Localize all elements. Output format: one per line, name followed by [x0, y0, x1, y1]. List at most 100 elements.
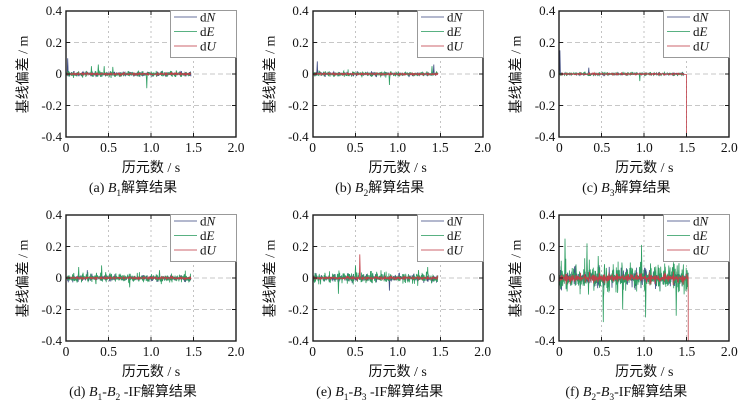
caption-text: (b) [335, 181, 355, 196]
caption-subscript: 3 [609, 392, 615, 403]
legend-label-dN: dN [447, 214, 464, 229]
legend-label-dN: dN [200, 214, 217, 229]
series-lines [66, 58, 192, 89]
x-tick-label: 2.0 [720, 140, 738, 155]
x-tick-label: 1.5 [678, 344, 696, 359]
subplot-f: 基线偏差 / m dN dE dU 历元数 / s (f) B2-B3-IF解算结果… [493, 204, 740, 408]
caption-text: (a) [88, 181, 108, 196]
legend-label-dU: dU [200, 39, 218, 54]
caption-text: -IF解算结果 [120, 385, 197, 400]
series-lines [312, 61, 438, 86]
y-tick-label: 0 [548, 270, 556, 285]
series-dU-line [66, 71, 192, 77]
y-tick-label: -0.4 [534, 129, 556, 144]
caption-text: B [106, 385, 116, 400]
caption-text: - [348, 385, 354, 400]
caption-subscript: 1 [97, 392, 103, 403]
legend-label-dE: dE [693, 24, 708, 39]
x-tick-label: 0 [62, 140, 70, 155]
y-tick-label: 0 [302, 66, 309, 81]
y-tick-label: 0.4 [292, 207, 309, 222]
legend-label-dU: dU [693, 243, 711, 258]
y-tick-label: -0.2 [288, 97, 309, 113]
x-tick-label: 1.0 [389, 344, 407, 359]
caption-text: B [88, 385, 98, 400]
series-dE-line [312, 265, 438, 294]
x-tick-label: 2.0 [474, 344, 492, 359]
y-tick-label: -0.4 [288, 129, 309, 144]
y-tick-label: 0 [548, 66, 556, 81]
y-tick-label: 0 [55, 66, 63, 81]
x-tick-label: 1.5 [678, 140, 696, 155]
caption-text: 解算结果 [121, 181, 178, 196]
series-dE-line [66, 64, 192, 89]
y-tick-label: 0.4 [539, 207, 556, 222]
x-tick-label: 1.0 [635, 140, 653, 155]
y-tick-label: 0.4 [292, 3, 309, 18]
x-axis-label: 历元数 / s [615, 365, 674, 380]
caption-subscript: 3 [361, 392, 367, 403]
caption-a: (a) B1解算结果 [30, 177, 236, 199]
x-tick-label: 0 [555, 344, 563, 359]
legend-label-dU: dU [693, 39, 711, 54]
legend-label-dN: dN [200, 10, 217, 25]
caption-text: (c) [582, 181, 602, 196]
series-dU-line [66, 275, 192, 281]
y-tick-label: -0.2 [288, 301, 309, 317]
caption-text: 解算结果 [614, 181, 671, 196]
x-tick-label: 0 [309, 140, 317, 155]
caption-text: B [601, 181, 610, 196]
y-tick-label: 0.2 [539, 34, 556, 50]
y-tick-label: 0.2 [292, 238, 309, 254]
legend-label-dE: dE [693, 228, 708, 243]
caption-subscript: 2 [115, 392, 121, 403]
x-tick-label: 1.5 [185, 140, 202, 155]
series-dU-line [559, 71, 688, 137]
caption-text: B [107, 181, 117, 196]
caption-c: (c) B3解算结果 [523, 177, 729, 199]
caption-text: B [582, 385, 592, 400]
y-tick-label: 0.2 [292, 34, 309, 50]
caption-text: B [353, 385, 362, 400]
series-dE-line [312, 66, 438, 86]
series-dU-line [312, 254, 438, 282]
caption-text: -IF解算结果 [614, 385, 688, 400]
x-axis-label: 历元数 / s [368, 365, 427, 380]
y-tick-label: -0.4 [534, 333, 556, 348]
y-tick-label: -0.4 [41, 333, 62, 348]
caption-text: B [335, 385, 344, 400]
x-tick-label: 1.5 [431, 140, 449, 155]
x-tick-label: 0 [62, 344, 70, 359]
x-tick-label: 2.0 [227, 140, 245, 155]
x-tick-label: 1.5 [185, 344, 202, 359]
y-tick-label: -0.2 [534, 97, 556, 113]
x-tick-label: 0.5 [100, 344, 117, 359]
y-tick-label: 0 [55, 270, 63, 285]
x-tick-label: 0.5 [346, 140, 364, 155]
caption-text: (e) [316, 385, 336, 400]
caption-text: - [102, 385, 107, 400]
x-tick-label: 0.5 [593, 140, 611, 155]
caption-subscript: 2 [591, 392, 597, 403]
caption-b: (b) B2解算结果 [277, 177, 483, 199]
legend-label-dU: dU [447, 243, 465, 258]
caption-text: - [596, 385, 601, 400]
x-axis-label: 历元数 / s [615, 161, 674, 176]
subplot-c: 基线偏差 / m dN dE dU 历元数 / s (c) B3解算结果 0.4 0.… [493, 0, 740, 204]
subplot-a: 基线偏差 / m dN dE dU 历元数 / s (a) B1解算结果 0.4 0.… [0, 0, 247, 204]
y-tick-label: 0.4 [45, 3, 62, 18]
legend-label-dU: dU [200, 243, 218, 258]
series-dU-line [559, 271, 689, 341]
legend-label-dE: dE [200, 228, 215, 243]
caption-text: B [354, 181, 364, 196]
x-axis-label: 历元数 / s [121, 365, 181, 380]
